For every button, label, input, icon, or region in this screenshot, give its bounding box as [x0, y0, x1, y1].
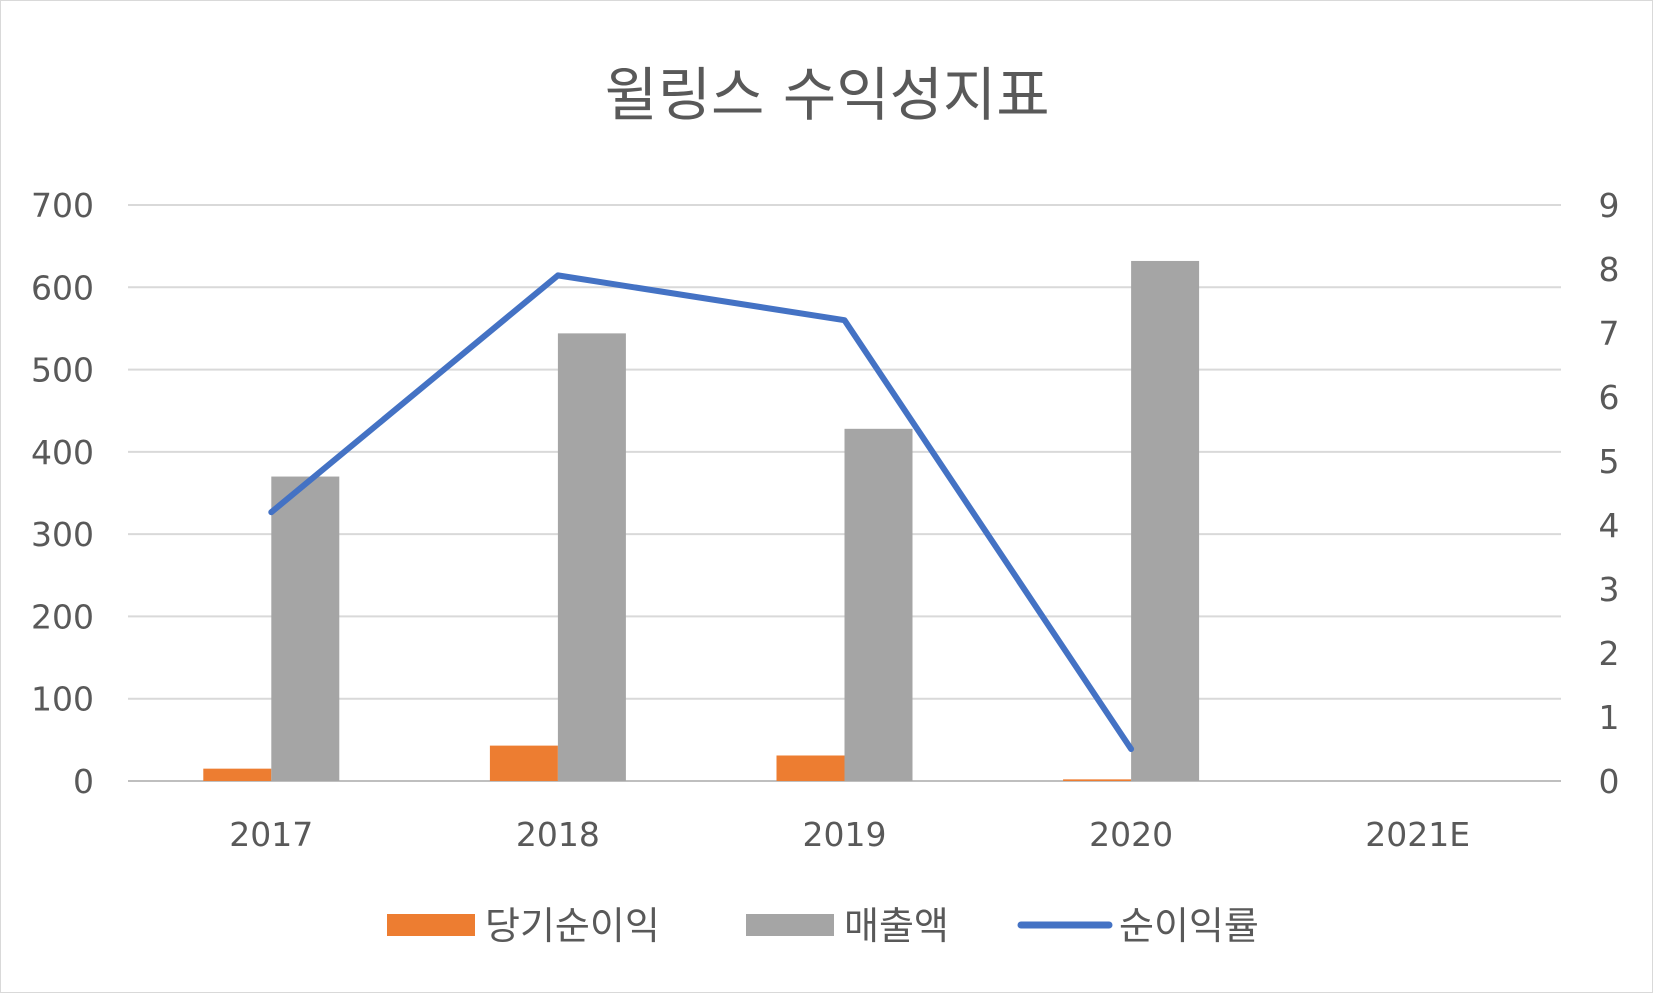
- x-tick-label: 2020: [1089, 815, 1173, 854]
- right-tick-label: 7: [1599, 314, 1620, 353]
- right-tick-label: 4: [1599, 506, 1620, 545]
- bar-net-income: [776, 755, 845, 781]
- left-tick-label: 700: [31, 186, 94, 225]
- bar-net-income: [203, 768, 272, 781]
- line-series: [268, 272, 1135, 752]
- left-tick-label: 400: [31, 433, 94, 472]
- bar-revenue: [557, 333, 626, 781]
- legend-swatch: [746, 914, 834, 936]
- bar-net-income: [489, 745, 558, 781]
- right-axis-ticks: 0 1 2 3 4 5 6 7 8 9: [1599, 186, 1620, 801]
- right-tick-label: 5: [1599, 442, 1620, 481]
- left-axis-ticks: 0 100 200 300 400 500 600 700: [31, 186, 94, 801]
- bars: [203, 260, 1200, 781]
- x-tick-label: 2017: [229, 815, 313, 854]
- left-tick-label: 500: [31, 351, 94, 390]
- chart-title: 윌링스 수익성지표: [604, 61, 1049, 129]
- left-tick-label: 200: [31, 597, 94, 636]
- bar-revenue: [271, 476, 340, 781]
- legend: 당기순이익 매출액 순이익률: [387, 904, 1259, 948]
- x-tick-label: 2018: [516, 815, 600, 854]
- x-tick-label: 2019: [803, 815, 887, 854]
- left-tick-label: 600: [31, 268, 94, 307]
- legend-swatch: [387, 914, 475, 936]
- x-tick-label: 2021E: [1365, 815, 1470, 854]
- left-tick-label: 300: [31, 515, 94, 554]
- right-tick-label: 3: [1599, 570, 1620, 609]
- left-tick-label: 100: [31, 680, 94, 719]
- right-tick-label: 6: [1599, 378, 1620, 417]
- legend-label: 매출액: [844, 904, 949, 948]
- bar-revenue: [844, 428, 913, 781]
- x-axis-ticks: 2017 2018 2019 2020 2021E: [229, 815, 1470, 854]
- right-tick-label: 8: [1599, 250, 1620, 289]
- right-tick-label: 2: [1599, 634, 1620, 673]
- bar-net-income: [1063, 779, 1132, 781]
- left-tick-label: 0: [73, 762, 94, 801]
- right-tick-label: 0: [1599, 762, 1620, 801]
- right-tick-label: 1: [1599, 698, 1620, 737]
- line-net-margin: [268, 272, 1135, 752]
- legend-label: 당기순이익: [485, 904, 660, 948]
- legend-label: 순이익률: [1119, 904, 1259, 948]
- right-tick-label: 9: [1599, 186, 1620, 225]
- bar-revenue: [1131, 260, 1200, 781]
